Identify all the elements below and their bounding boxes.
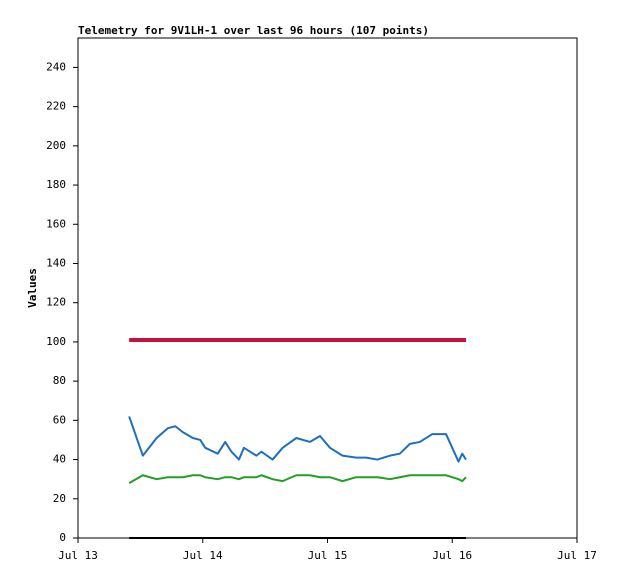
y-tick-label: 100: [46, 335, 66, 348]
y-tick-label: 160: [46, 217, 66, 230]
y-tick-label: 180: [46, 178, 66, 191]
y-tick-label: 140: [46, 256, 66, 269]
y-tick-label: 80: [53, 374, 66, 387]
x-tick-label: Jul 13: [58, 549, 98, 562]
chart-title: Telemetry for 9V1LH-1 over last 96 hours…: [78, 24, 429, 37]
x-tick-label: Jul 16: [432, 549, 472, 562]
y-axis-label: Values: [26, 268, 39, 308]
plot-frame: [77, 37, 578, 539]
y-tick-label: 120: [46, 296, 66, 309]
x-tick-label: Jul 15: [308, 549, 348, 562]
y-tick-label: 200: [46, 139, 66, 152]
y-tick-label: 0: [59, 531, 66, 544]
y-tick-label: 240: [46, 60, 66, 73]
x-tick-label: Jul 17: [557, 549, 597, 562]
y-tick-label: 20: [53, 492, 66, 505]
series-line: [128, 416, 467, 463]
y-tick-label: 60: [53, 413, 66, 426]
x-tick-label: Jul 14: [183, 549, 223, 562]
y-tick-label: 40: [53, 453, 66, 466]
series-line: [128, 474, 467, 484]
y-tick-label: 220: [46, 100, 66, 113]
